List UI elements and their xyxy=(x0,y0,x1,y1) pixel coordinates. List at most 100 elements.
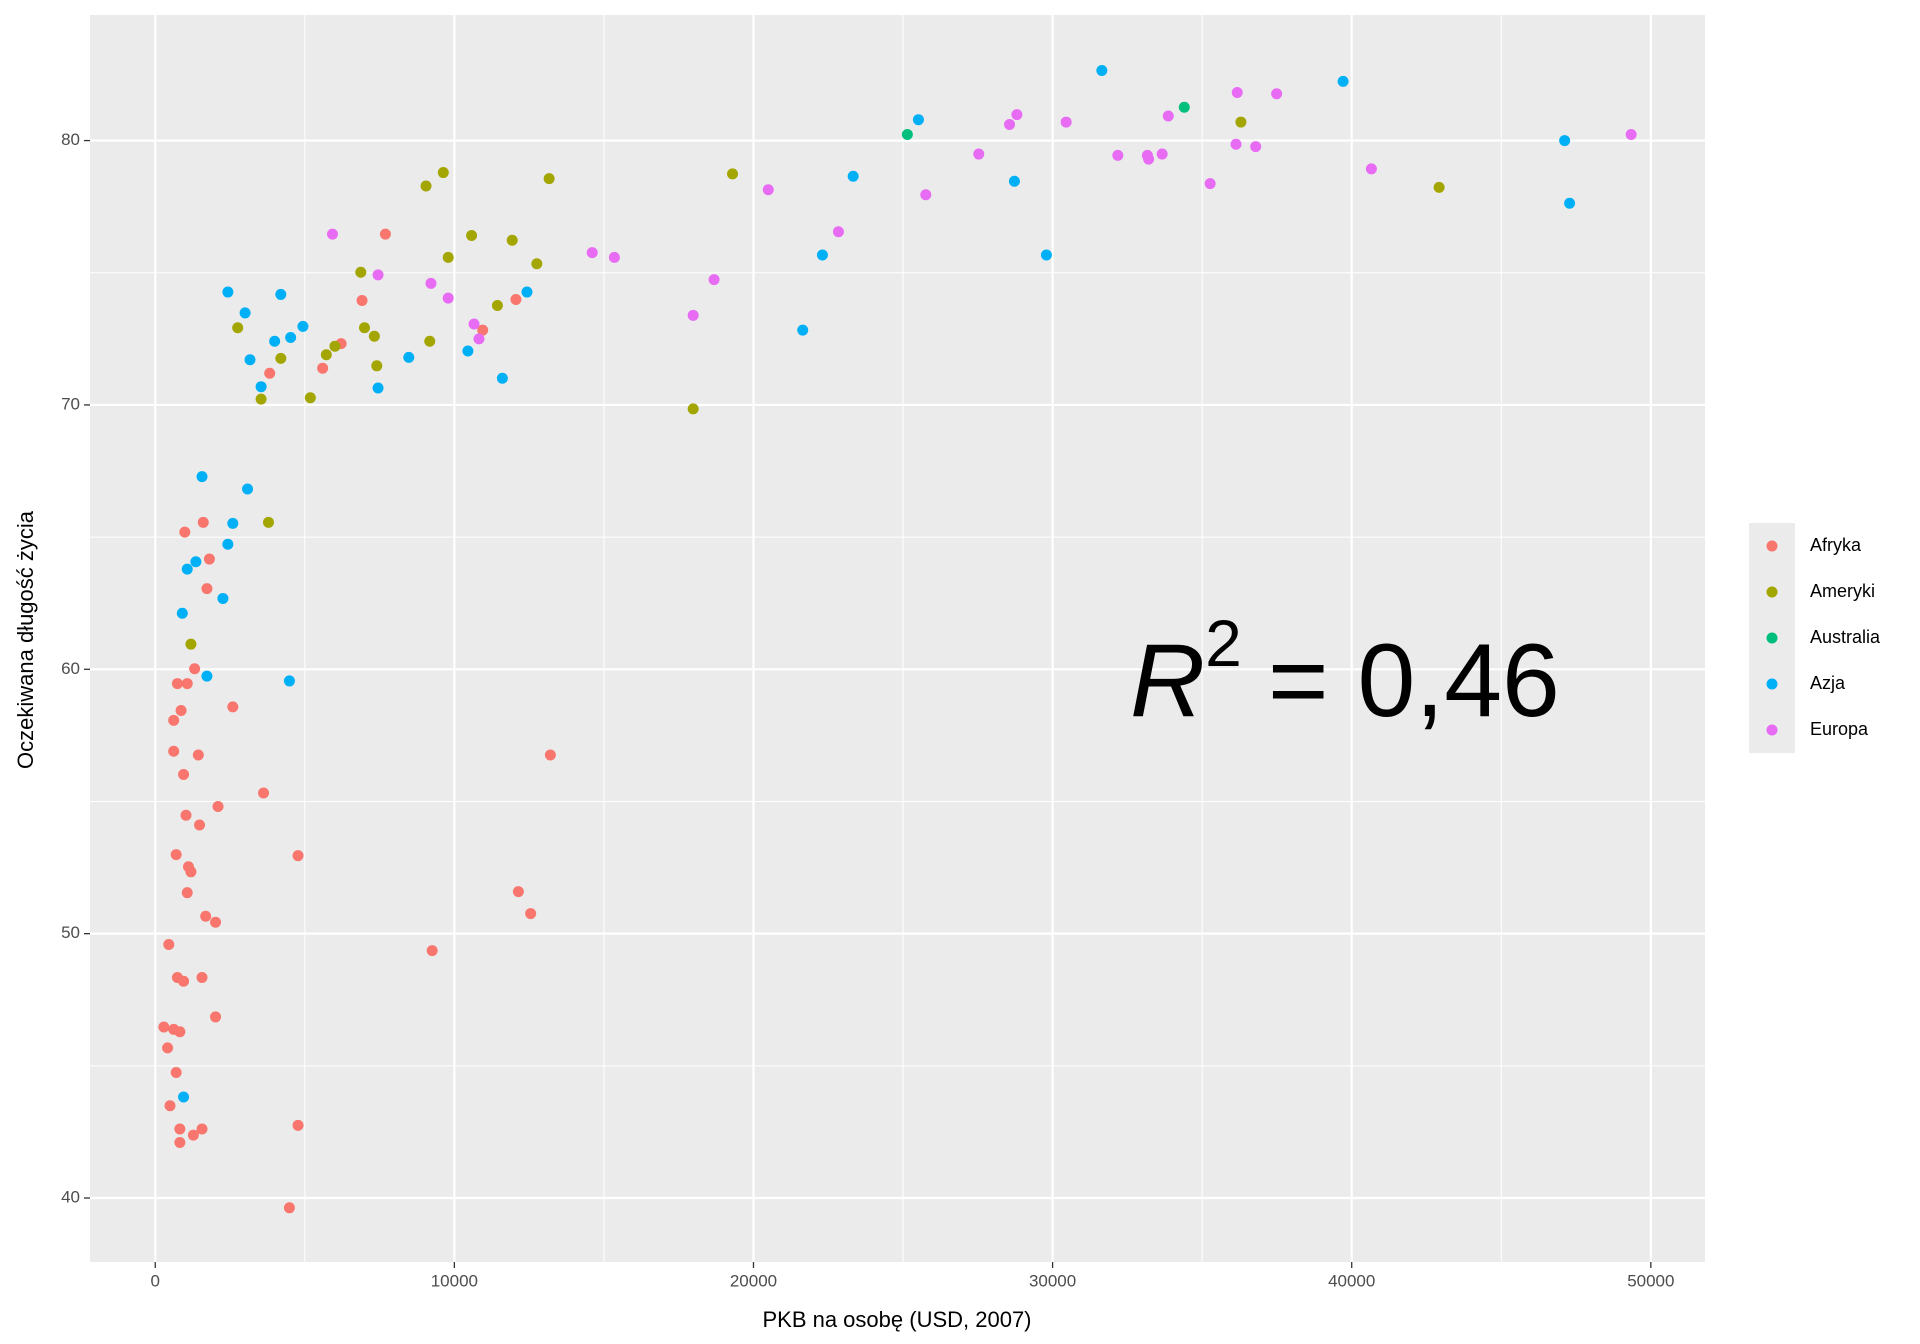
point xyxy=(973,148,985,160)
point xyxy=(359,322,371,334)
point xyxy=(586,247,598,259)
point xyxy=(329,340,341,352)
point xyxy=(368,330,380,342)
point xyxy=(372,269,384,281)
legend-label: Azja xyxy=(1810,673,1846,693)
point xyxy=(442,292,454,304)
point xyxy=(187,1129,199,1141)
point xyxy=(531,258,543,270)
point xyxy=(179,526,191,538)
x-tick-label: 50000 xyxy=(1627,1271,1674,1290)
legend-key xyxy=(1766,632,1778,644)
legend-label: Ameryki xyxy=(1810,581,1875,601)
annotation: R2 = 0,46 xyxy=(1130,606,1560,739)
point xyxy=(1004,118,1016,130)
x-tick-label: 40000 xyxy=(1328,1271,1375,1290)
point xyxy=(180,809,192,821)
point xyxy=(521,286,533,298)
point xyxy=(496,372,508,384)
point xyxy=(1433,181,1445,193)
point xyxy=(185,638,197,650)
point xyxy=(1011,109,1023,121)
annotation-base: R xyxy=(1130,623,1205,739)
point xyxy=(244,354,256,366)
point xyxy=(442,251,454,263)
point xyxy=(297,320,309,332)
point xyxy=(217,592,229,604)
point xyxy=(901,128,913,140)
point xyxy=(201,583,213,595)
point xyxy=(210,1011,222,1023)
point xyxy=(170,849,182,861)
point xyxy=(162,1042,174,1054)
point xyxy=(466,229,478,241)
points xyxy=(158,65,1637,1214)
point xyxy=(275,352,287,364)
x-tick-label: 30000 xyxy=(1029,1271,1076,1290)
point xyxy=(420,180,432,192)
point xyxy=(372,382,384,394)
point xyxy=(847,170,859,182)
legend-key xyxy=(1766,678,1778,690)
point xyxy=(320,349,332,361)
point xyxy=(212,801,224,813)
point xyxy=(181,678,193,690)
point xyxy=(269,335,281,347)
point xyxy=(170,1066,182,1078)
point xyxy=(1112,149,1124,161)
point xyxy=(181,563,193,575)
point xyxy=(196,972,208,984)
legend-label: Afryka xyxy=(1810,535,1862,555)
legend-label: Australia xyxy=(1810,627,1881,647)
point xyxy=(200,910,212,922)
point xyxy=(196,471,208,483)
point xyxy=(355,266,367,278)
point xyxy=(473,333,485,345)
point xyxy=(462,345,474,357)
point xyxy=(242,483,254,495)
x-tick-label: 0 xyxy=(151,1271,160,1290)
point xyxy=(506,234,518,246)
point xyxy=(1008,175,1020,187)
point xyxy=(171,678,183,690)
point xyxy=(1156,148,1168,160)
point xyxy=(185,866,197,878)
point xyxy=(424,335,436,347)
point xyxy=(1060,116,1072,128)
point xyxy=(317,362,329,374)
point xyxy=(1271,88,1283,100)
point xyxy=(356,295,368,307)
point xyxy=(178,1091,190,1103)
point xyxy=(163,939,175,951)
point xyxy=(176,607,188,619)
point xyxy=(1564,197,1576,209)
point xyxy=(437,167,449,179)
point xyxy=(543,173,555,185)
point xyxy=(262,516,274,528)
point xyxy=(203,553,215,565)
point xyxy=(912,114,924,126)
point xyxy=(1231,86,1243,98)
point xyxy=(1365,163,1377,175)
point xyxy=(181,887,193,899)
point xyxy=(426,945,438,957)
point xyxy=(510,293,522,305)
y-tick-label: 80 xyxy=(61,130,80,149)
point xyxy=(255,393,267,405)
point xyxy=(222,286,234,298)
point xyxy=(189,663,201,675)
point xyxy=(832,226,844,238)
point xyxy=(190,556,202,568)
point xyxy=(192,749,204,761)
point xyxy=(403,351,415,363)
point xyxy=(797,324,809,336)
point xyxy=(283,1202,295,1214)
point xyxy=(178,769,190,781)
point xyxy=(258,787,270,799)
point xyxy=(1040,249,1052,261)
point xyxy=(285,332,297,344)
point xyxy=(264,367,276,379)
y-tick-label: 50 xyxy=(61,923,80,942)
point xyxy=(196,1123,208,1135)
point xyxy=(175,705,187,717)
